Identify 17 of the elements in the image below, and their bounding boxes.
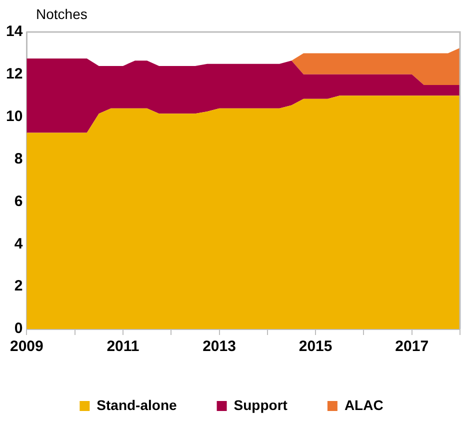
x-tick-label: 2015	[298, 338, 332, 356]
legend-label: ALAC	[344, 396, 384, 413]
x-tick-label: 2009	[10, 338, 44, 356]
x-tick-label: 2011	[106, 338, 140, 356]
y-tick-label: 6	[14, 192, 23, 210]
y-tick-label: 4	[14, 235, 24, 252]
x-tick-label: 2017	[395, 338, 429, 356]
y-axis-title: Notches	[36, 6, 88, 22]
y-tick-label: 14	[6, 23, 24, 40]
y-tick-label: 8	[14, 150, 23, 168]
y-tick-label: 2	[14, 278, 23, 295]
legend-label: Stand-alone	[96, 396, 178, 413]
x-tick-label: 2013	[202, 338, 236, 356]
y-tick-label: 0	[14, 320, 23, 338]
legend-label: Support	[234, 396, 288, 413]
y-tick-label: 10	[6, 108, 23, 125]
y-tick-label: 12	[6, 66, 23, 83]
